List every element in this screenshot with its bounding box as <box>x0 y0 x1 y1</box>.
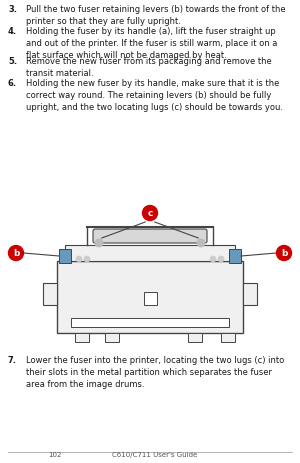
Bar <box>59 250 71 263</box>
Circle shape <box>142 206 158 221</box>
Bar <box>43 283 57 305</box>
FancyBboxPatch shape <box>93 230 207 244</box>
Circle shape <box>8 246 23 261</box>
Circle shape <box>277 246 292 261</box>
Circle shape <box>218 257 224 263</box>
Circle shape <box>210 257 216 263</box>
Text: c: c <box>147 209 153 218</box>
Text: 7.: 7. <box>8 355 17 364</box>
Circle shape <box>95 239 103 247</box>
Text: Remove the new fuser from its packaging and remove the
transit material.: Remove the new fuser from its packaging … <box>26 57 272 78</box>
Bar <box>65 245 235 262</box>
Text: Pull the two fuser retaining levers (b) towards the front of the
printer so that: Pull the two fuser retaining levers (b) … <box>26 5 286 26</box>
Bar <box>221 333 235 342</box>
Bar <box>105 333 119 342</box>
Circle shape <box>76 257 82 263</box>
Text: 6.: 6. <box>8 79 17 88</box>
Text: Lower the fuser into the printer, locating the two lugs (c) into
their slots in : Lower the fuser into the printer, locati… <box>26 355 284 388</box>
Text: 102: 102 <box>48 451 62 457</box>
Text: b: b <box>281 249 287 258</box>
Bar <box>71 319 229 327</box>
Bar <box>188 333 202 342</box>
Text: 4.: 4. <box>8 27 17 36</box>
Circle shape <box>84 257 90 263</box>
Bar <box>243 283 257 305</box>
Text: Holding the fuser by its handle (a), lift the fuser straight up
and out of the p: Holding the fuser by its handle (a), lif… <box>26 27 278 59</box>
Text: C610/C711 User's Guide: C610/C711 User's Guide <box>112 451 198 457</box>
Text: 5.: 5. <box>8 57 17 66</box>
Circle shape <box>197 239 205 247</box>
Bar <box>75 333 89 342</box>
Bar <box>144 292 157 305</box>
Text: Holding the new fuser by its handle, make sure that it is the
correct way round.: Holding the new fuser by its handle, mak… <box>26 79 283 112</box>
Text: b: b <box>13 249 19 258</box>
Bar <box>229 250 241 263</box>
Bar <box>57 262 243 333</box>
Text: 3.: 3. <box>8 5 17 14</box>
